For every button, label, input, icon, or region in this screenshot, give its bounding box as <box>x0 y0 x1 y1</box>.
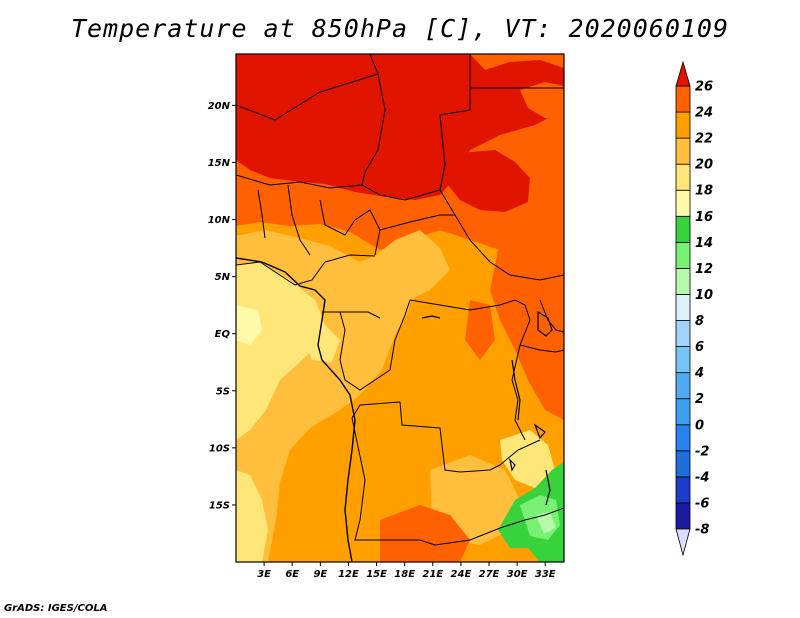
colorbar-segment <box>675 320 691 347</box>
colorbar-segment <box>675 137 691 165</box>
lat-tick-label: 15S <box>209 500 230 511</box>
lon-tick-label: 30E <box>507 569 528 580</box>
longitude-axis: 3E 6E 9E 12E 15E 18E 21E 24E 27E 30E 33E <box>257 562 556 580</box>
map-frame <box>235 53 565 563</box>
lon-tick-label: 27E <box>479 569 500 580</box>
colorbar-label: 16 <box>695 210 713 225</box>
lakes <box>421 310 553 506</box>
lon-tick-label: 24E <box>451 569 472 580</box>
lon-tick-label: 6E <box>285 569 299 580</box>
colorbar-label: -2 <box>695 444 709 459</box>
colorbar-segment <box>675 85 691 113</box>
lon-tick-label: 21E <box>422 569 443 580</box>
colorbar-label: 24 <box>695 106 713 121</box>
colorbar-label: 12 <box>695 262 713 277</box>
colorbar-label: -8 <box>695 523 709 538</box>
lat-tick-label: 5N <box>215 272 231 283</box>
colorbar-segment <box>675 215 691 243</box>
colorbar-under-arrow <box>675 528 691 557</box>
colorbar-segment <box>675 450 691 478</box>
temperature-field <box>236 54 564 562</box>
colorbar-label: 6 <box>695 340 704 355</box>
map-title: Temperature at 850hPa [C], VT: 202006010… <box>70 14 730 43</box>
lat-tick-label: 15N <box>208 158 231 169</box>
colorbar-segment <box>675 294 691 321</box>
colorbar-label: 2 <box>695 392 704 407</box>
lat-tick-label: 10N <box>208 215 231 226</box>
colorbar-label: 14 <box>695 236 713 251</box>
colorbar-segment <box>675 189 691 217</box>
grads-credit: GrADS: IGES/COLA <box>4 603 108 614</box>
colorbar-label: 22 <box>695 132 713 147</box>
colorbar-label: 26 <box>695 80 713 95</box>
colorbar-segment <box>675 346 691 374</box>
colorbar-label: 10 <box>695 288 713 303</box>
lat-tick-label: EQ <box>215 329 231 340</box>
colorbar-label: 4 <box>694 366 704 381</box>
lat-tick-label: 10S <box>209 443 230 454</box>
lat-tick-label: 20N <box>208 101 231 112</box>
colorbar-label: 8 <box>695 314 704 329</box>
colorbar-segment <box>675 424 691 452</box>
colorbar-segment <box>675 502 691 530</box>
colorbar-label: 0 <box>695 418 704 433</box>
colorbar-segment <box>675 372 691 400</box>
lon-tick-label: 33E <box>535 569 556 580</box>
lon-tick-label: 12E <box>338 569 359 580</box>
lon-tick-label: 3E <box>257 569 271 580</box>
colorbar-label: 20 <box>695 158 713 173</box>
colorbar-segment <box>675 163 691 191</box>
country-borders <box>236 54 564 546</box>
coastline <box>236 257 356 562</box>
colorbar-segment <box>675 111 691 139</box>
colorbar-segment <box>675 268 691 295</box>
lon-tick-label: 9E <box>313 569 327 580</box>
latitude-axis: 20N 15N 10N 5N EQ 5S 10S 15S <box>208 101 236 511</box>
colorbar-over-arrow <box>675 60 691 87</box>
lon-tick-label: 18E <box>394 569 415 580</box>
colorbar-label: 18 <box>695 184 713 199</box>
colorbar-label: -4 <box>695 470 709 485</box>
colorbar-segment <box>675 476 691 504</box>
colorbar-segment <box>675 398 691 426</box>
lon-tick-label: 15E <box>366 569 387 580</box>
lat-tick-label: 5S <box>216 386 230 397</box>
colorbar-label: -6 <box>695 496 709 511</box>
colorbar-segment <box>675 241 691 269</box>
